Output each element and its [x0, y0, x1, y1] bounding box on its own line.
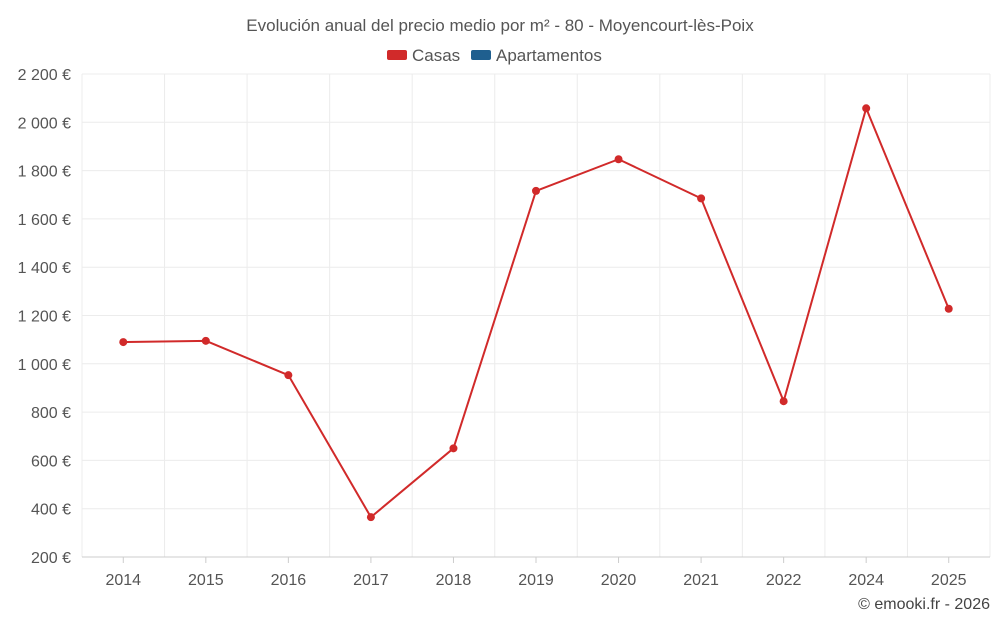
y-tick-label: 1 400 € — [18, 260, 71, 277]
y-tick-label: 200 € — [31, 550, 71, 567]
chart-title: Evolución anual del precio medio por m² … — [246, 16, 754, 35]
y-tick-label: 1 800 € — [18, 164, 71, 181]
x-tick-label: 2015 — [188, 572, 224, 589]
x-tick-label: 2022 — [766, 572, 802, 589]
data-point-casas[interactable] — [697, 194, 706, 203]
data-point-casas[interactable] — [119, 338, 128, 347]
x-tick-label: 2024 — [848, 572, 884, 589]
legend-swatch-casas — [387, 50, 407, 60]
y-tick-label: 1 200 € — [18, 309, 71, 326]
x-tick-label: 2020 — [601, 572, 637, 589]
legend-item-casas[interactable]: Casas — [387, 46, 460, 65]
x-axis: 2014 2015 2016 2017 2018 2019 2020 2021 2022 2024… — [82, 556, 990, 589]
credit-text: © emooki.fr - 2026 — [858, 596, 990, 613]
data-point-casas[interactable] — [614, 155, 623, 164]
y-tick-label: 1 600 € — [18, 212, 71, 229]
data-point-casas[interactable] — [862, 104, 871, 113]
data-point-casas[interactable] — [779, 397, 788, 406]
y-tick-label: 2 200 € — [18, 67, 71, 84]
x-tick-label: 2021 — [683, 572, 719, 589]
data-point-casas[interactable] — [944, 304, 953, 313]
x-tick-label: 2014 — [105, 572, 141, 589]
x-tick-label: 2016 — [271, 572, 307, 589]
legend-label-apartamentos: Apartamentos — [496, 46, 602, 65]
x-tick-label: 2019 — [518, 572, 554, 589]
data-point-casas[interactable] — [201, 336, 210, 345]
legend-swatch-apartamentos — [471, 50, 491, 60]
legend: Casas Apartamentos — [387, 46, 602, 65]
grid — [81, 73, 991, 557]
data-point-casas[interactable] — [449, 444, 458, 453]
x-tick-label: 2025 — [931, 572, 967, 589]
y-axis: 200 € 400 € 600 € 800 € 1 000 € 1 200 € 1 400 … — [18, 67, 71, 567]
x-tick-label: 2017 — [353, 572, 389, 589]
y-tick-label: 1 000 € — [18, 357, 71, 374]
data-point-casas[interactable] — [366, 513, 375, 522]
y-tick-label: 400 € — [31, 502, 71, 519]
legend-item-apartamentos[interactable]: Apartamentos — [471, 46, 602, 65]
legend-label-casas: Casas — [412, 46, 460, 65]
data-point-casas[interactable] — [284, 371, 293, 380]
y-tick-label: 600 € — [31, 453, 71, 470]
y-tick-label: 800 € — [31, 405, 71, 422]
data-point-casas[interactable] — [532, 186, 540, 195]
y-tick-label: 2 000 € — [18, 115, 71, 132]
x-tick-label: 2018 — [436, 572, 472, 589]
series-casas — [119, 104, 953, 522]
